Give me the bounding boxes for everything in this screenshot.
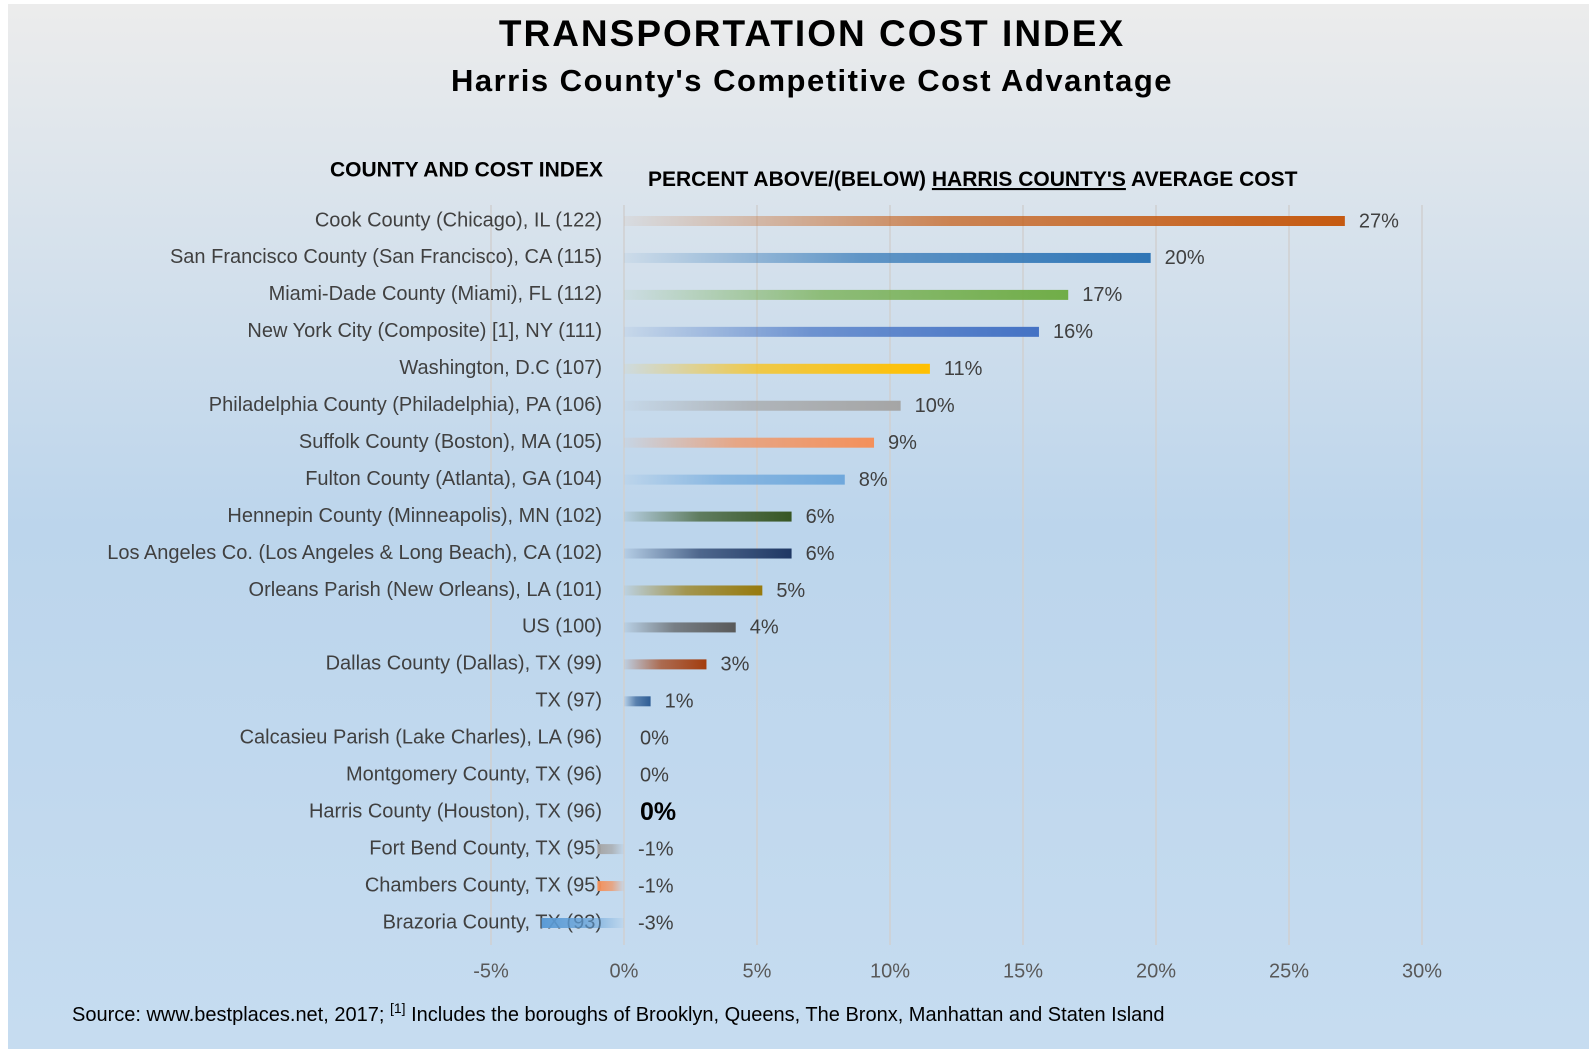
bar	[624, 548, 792, 559]
category-label: Miami-Dade County (Miami), FL (112)	[269, 283, 602, 305]
bar	[624, 511, 792, 522]
data-label: 10%	[915, 395, 955, 417]
background	[8, 4, 1589, 1049]
bar	[624, 252, 1151, 263]
x-tick-label: 5%	[743, 960, 772, 982]
data-label: 0%	[640, 764, 669, 786]
data-label: 27%	[1359, 210, 1399, 232]
value-axis-title-part: HARRIS COUNTY'S	[932, 168, 1126, 191]
bar	[624, 585, 763, 596]
x-tick-label: 20%	[1136, 960, 1176, 982]
bar	[541, 918, 624, 928]
data-label: 9%	[888, 432, 917, 454]
category-label: Calcasieu Parish (Lake Charles), LA (96)	[240, 727, 602, 749]
category-label: US (100)	[522, 616, 602, 638]
data-label: -1%	[638, 875, 674, 897]
source-part: [1]	[390, 1000, 406, 1016]
x-tick-label: 30%	[1402, 960, 1442, 982]
category-label: TX (97)	[535, 690, 602, 712]
data-label: -3%	[638, 912, 674, 934]
data-label: 11%	[944, 358, 983, 380]
source-note: Source: www.bestplaces.net, 2017; [1] In…	[72, 1000, 1165, 1027]
category-label: Los Angeles Co. (Los Angeles & Long Beac…	[107, 542, 602, 564]
category-label: Washington, D.C (107)	[399, 357, 602, 379]
bar	[624, 622, 736, 633]
data-label: 20%	[1165, 247, 1205, 269]
category-label: Harris County (Houston), TX (96)	[309, 800, 602, 822]
bar	[624, 474, 845, 485]
data-label: 6%	[806, 506, 835, 528]
bar	[624, 696, 651, 707]
category-label: Dallas County (Dallas), TX (99)	[326, 653, 602, 675]
bar	[597, 844, 624, 855]
x-tick-label: -5%	[473, 960, 509, 982]
category-label: Fulton County (Atlanta), GA (104)	[305, 468, 602, 490]
bar	[597, 881, 624, 892]
category-label: Montgomery County, TX (96)	[346, 763, 602, 785]
x-tick-label: 15%	[1003, 960, 1043, 982]
bar	[624, 216, 1345, 226]
data-label: 0%	[640, 798, 676, 826]
category-label: Hennepin County (Minneapolis), MN (102)	[227, 505, 602, 527]
category-label: New York City (Composite) [1], NY (111)	[247, 320, 602, 342]
value-axis-title-part: AVERAGE COST	[1126, 168, 1298, 191]
category-label: Chambers County, TX (95)	[365, 874, 602, 896]
data-label: 8%	[859, 469, 888, 491]
category-label: Philadelphia County (Philadelphia), PA (…	[209, 394, 602, 416]
chart-subtitle: Harris County's Competitive Cost Advanta…	[451, 63, 1173, 98]
data-label: 4%	[750, 617, 779, 639]
value-axis-title-part: PERCENT ABOVE/(BELOW)	[648, 168, 932, 191]
category-label: Suffolk County (Boston), MA (105)	[299, 431, 602, 453]
data-label: -1%	[638, 838, 674, 860]
x-tick-label: 25%	[1269, 960, 1309, 982]
category-label: Fort Bend County, TX (95)	[369, 837, 602, 859]
data-label: 1%	[665, 691, 694, 713]
category-label: Orleans Parish (New Orleans), LA (101)	[249, 579, 602, 601]
category-axis-title: COUNTY AND COST INDEX	[330, 159, 603, 182]
data-label: 0%	[640, 728, 669, 750]
value-axis-title: PERCENT ABOVE/(BELOW) HARRIS COUNTY'S AV…	[648, 168, 1298, 191]
category-label: San Francisco County (San Francisco), CA…	[170, 246, 602, 268]
chart-title: TRANSPORTATION COST INDEX	[499, 13, 1125, 54]
bar	[624, 289, 1069, 300]
category-label: Cook County (Chicago), IL (122)	[315, 209, 602, 231]
x-tick-label: 0%	[610, 960, 639, 982]
bar	[624, 437, 875, 448]
data-label: 3%	[720, 654, 749, 676]
bar	[624, 326, 1039, 337]
x-tick-label: 10%	[870, 960, 910, 982]
data-label: 17%	[1082, 284, 1122, 306]
data-label: 5%	[776, 580, 805, 602]
data-label: 16%	[1053, 321, 1093, 343]
source-part: Source: www.bestplaces.net, 2017;	[72, 1004, 390, 1026]
bar	[624, 659, 707, 670]
source-part: Includes the boroughs of Brooklyn, Queen…	[406, 1004, 1165, 1026]
data-label: 6%	[806, 543, 835, 565]
bar	[624, 363, 930, 374]
bar	[624, 400, 901, 411]
